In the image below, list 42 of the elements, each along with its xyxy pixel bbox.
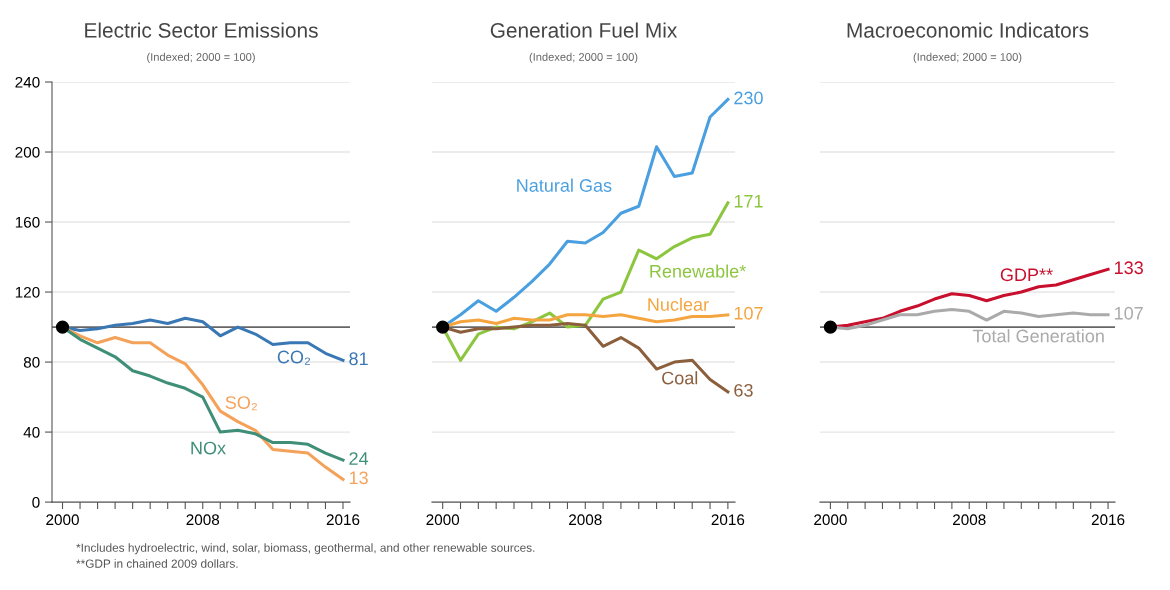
chart-subtitle: (Indexed; 2000 = 100) bbox=[913, 52, 1022, 64]
text: **GDP in chained 2009 dollars. bbox=[76, 559, 238, 568]
series-label: SO₂ bbox=[225, 396, 257, 411]
data-label: 63 bbox=[734, 383, 753, 397]
data-label: 107 bbox=[1114, 306, 1143, 320]
x-tick-label: 2000 bbox=[46, 514, 79, 526]
data-label: 171 bbox=[734, 195, 763, 208]
y-tick-label: 160 bbox=[15, 216, 40, 228]
x-tick-label: 2000 bbox=[426, 514, 460, 526]
data-label: 107 bbox=[734, 306, 763, 320]
series-label: Nuclear bbox=[648, 297, 709, 311]
x-tick-label: 2008 bbox=[569, 514, 602, 526]
chart-title: Generation Fuel Mix bbox=[490, 22, 678, 38]
series-label: Total Generation bbox=[972, 329, 1104, 343]
x-tick-label: 2008 bbox=[186, 514, 220, 526]
series-label: Coal bbox=[662, 371, 698, 385]
chart-title: Macroeconomic Indicators bbox=[847, 22, 1089, 38]
series-label: NOx bbox=[191, 441, 226, 455]
x-tick-label: 2008 bbox=[953, 514, 986, 526]
y-tick-label: 80 bbox=[23, 356, 40, 368]
y-tick-label: 120 bbox=[15, 286, 40, 298]
text: *Includes hydroelectric, wind, solar, biomass, geothermal, and other renewable sources. bbox=[76, 543, 535, 555]
x-tick-label: 2016 bbox=[711, 514, 745, 526]
data-label: 81 bbox=[349, 352, 368, 366]
series-label: GDP** bbox=[1000, 268, 1053, 282]
data-label: 133 bbox=[1114, 261, 1143, 275]
y-tick-label: 200 bbox=[15, 146, 40, 158]
data-label: 24 bbox=[349, 452, 369, 465]
series-label: CO₂ bbox=[277, 350, 311, 365]
chart-subtitle: (Indexed; 2000 = 100) bbox=[529, 52, 638, 64]
chart-title: Electric Sector Emissions bbox=[85, 22, 318, 38]
y-tick-label: 0 bbox=[32, 496, 40, 508]
chart-subtitle: (Indexed; 2000 = 100) bbox=[147, 52, 255, 64]
y-tick-label: 240 bbox=[15, 76, 40, 88]
data-label: 13 bbox=[349, 471, 368, 485]
series-label: Natural Gas bbox=[517, 178, 612, 192]
x-tick-label: 2016 bbox=[1091, 514, 1125, 526]
x-tick-label: 2000 bbox=[814, 514, 847, 526]
series-label: Renewable* bbox=[650, 264, 746, 278]
x-tick-label: 2016 bbox=[326, 514, 360, 526]
y-tick-label: 40 bbox=[23, 426, 40, 438]
data-label: 230 bbox=[734, 91, 763, 105]
